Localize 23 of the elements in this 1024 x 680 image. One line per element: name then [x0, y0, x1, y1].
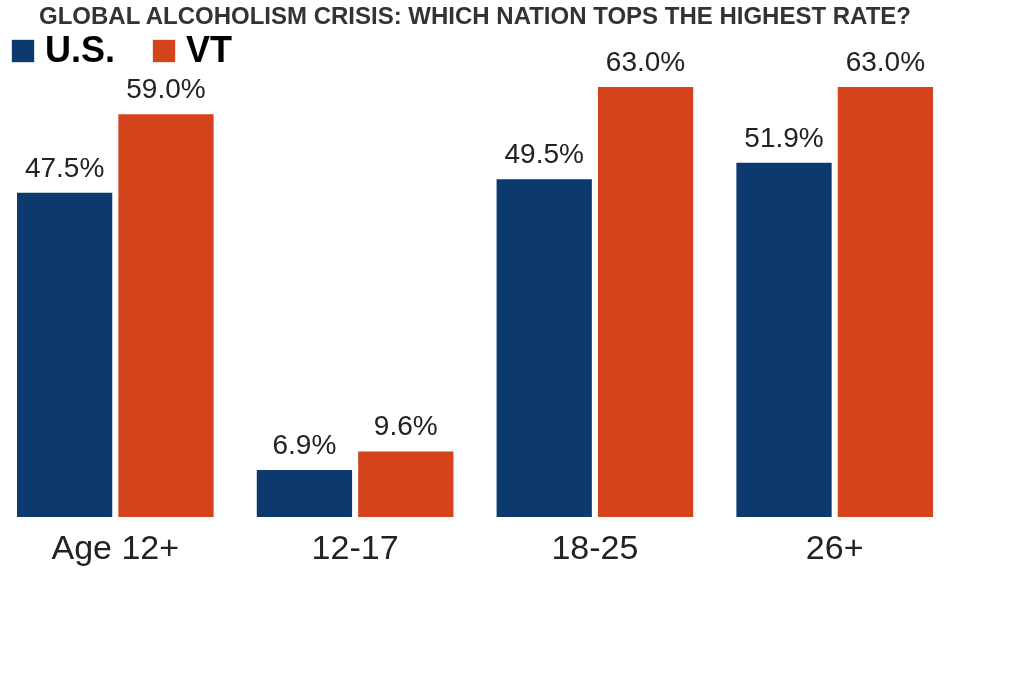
x-tick-label: 12-17: [311, 527, 399, 566]
data-label: 6.9%: [272, 428, 337, 460]
bar: [597, 87, 694, 517]
x-tick-label: 18-25: [551, 527, 639, 566]
bar: [256, 469, 353, 517]
data-label: 49.5%: [504, 138, 584, 170]
x-tick-label: Age 12+: [51, 527, 180, 566]
chart-title: GLOBAL ALCOHOLISM CRISIS: WHICH NATION TOPS THE HIGHEST RATE?: [39, 2, 911, 29]
data-label: 9.6%: [373, 410, 438, 442]
legend-label: U.S.: [45, 29, 116, 70]
bar: [16, 192, 113, 517]
x-tick-label: 26+: [805, 527, 864, 566]
bar: [837, 87, 934, 517]
data-label: 51.9%: [744, 121, 824, 153]
data-label: 47.5%: [24, 151, 105, 183]
data-label: 63.0%: [605, 46, 686, 77]
bar: [358, 451, 454, 517]
bar: [118, 114, 214, 517]
data-label: 63.0%: [845, 46, 926, 77]
bar: [496, 179, 592, 517]
bar: [736, 162, 832, 517]
legend-label: VT: [186, 29, 233, 70]
data-label: 59.0%: [126, 73, 206, 105]
